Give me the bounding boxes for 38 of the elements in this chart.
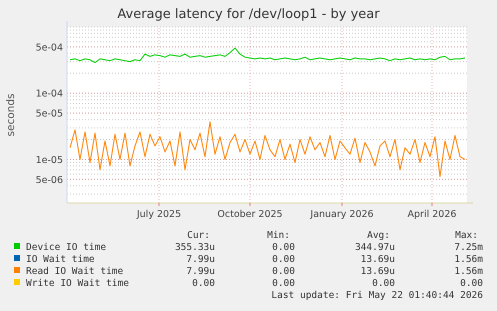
text: Cur: xyxy=(187,230,210,241)
text: 13.69u xyxy=(360,254,395,265)
x-tick-label: April 2026 xyxy=(408,209,456,220)
text: Avg: xyxy=(367,230,390,241)
text: 7.99u xyxy=(186,266,215,277)
text: 0.00 xyxy=(272,278,296,289)
y-tick-label: 5e-04 xyxy=(36,42,63,54)
line-series xyxy=(70,48,466,64)
y-tick-label: 5e-05 xyxy=(36,108,63,120)
text: Max: xyxy=(455,230,478,241)
text: Last update: Fri May 22 01:40:44 2026 xyxy=(271,290,484,301)
chart-title: Average latency for /dev/loop1 - by year xyxy=(117,7,380,22)
text: 7.25m xyxy=(454,242,484,253)
text: 7.99u xyxy=(186,254,215,265)
text: 13.69u xyxy=(360,266,395,277)
legend-label: IO Wait time xyxy=(26,254,95,265)
text: 0.00 xyxy=(372,278,396,289)
text: 0.00 xyxy=(460,278,484,289)
x-tick-label: January 2026 xyxy=(309,209,374,220)
text: 1.56m xyxy=(454,266,484,277)
line-series xyxy=(70,121,466,178)
text: 355.33u xyxy=(174,242,215,253)
text: 0.00 xyxy=(272,254,296,265)
y-tick-label: 5e-06 xyxy=(36,174,63,186)
x-tick-label: July 2025 xyxy=(136,209,182,220)
text: 0.00 xyxy=(272,242,296,253)
text: 0.00 xyxy=(192,278,216,289)
text: 0.00 xyxy=(272,266,296,277)
text: 1.56m xyxy=(454,254,484,265)
text: Min: xyxy=(267,230,290,241)
y-axis-title: seconds xyxy=(5,94,17,136)
y-tick-label: 1e-04 xyxy=(36,88,63,100)
x-tick-label: October 2025 xyxy=(217,209,283,220)
legend-label: Device IO time xyxy=(26,242,106,253)
legend-label: Read IO Wait time xyxy=(26,266,124,277)
text: 344.97u xyxy=(354,242,395,253)
y-tick-label: 1e-05 xyxy=(36,154,63,166)
legend-label: Write IO Wait time xyxy=(26,278,130,289)
